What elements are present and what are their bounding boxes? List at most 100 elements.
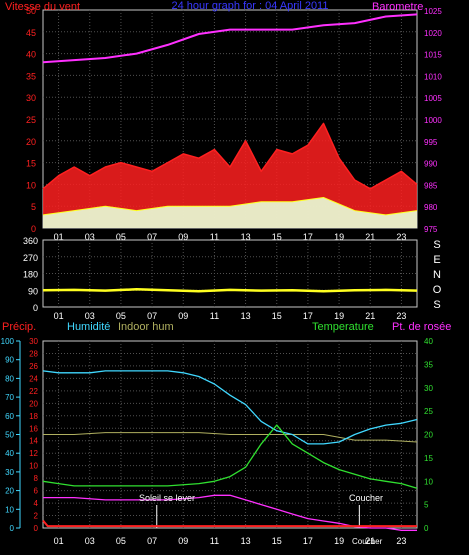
wind-speed-tick: 30: [26, 93, 36, 103]
temp-humidity-hour-ticks: 01 03 05 07 09 11 13 15 17 19 21 23: [54, 536, 407, 546]
sunrise-label: Soleil se lever: [139, 493, 195, 503]
barometer-tick: 1005: [424, 94, 442, 103]
precip-scale-tick: 14: [29, 437, 38, 446]
humidity-scale-tick: 10: [5, 505, 14, 514]
direction-tick: 270: [23, 253, 38, 263]
hour-tick: 01: [54, 311, 64, 321]
hour-tick: 17: [303, 232, 313, 242]
humidity-scale-tick: 50: [5, 431, 14, 440]
hour-tick: 01: [54, 536, 64, 546]
humidity-line: [42, 370, 418, 445]
direction-tick: 180: [23, 270, 38, 280]
temperature-tick: 20: [424, 431, 433, 440]
precip-scale-tick: 26: [29, 362, 38, 371]
direction-tick: 360: [23, 236, 38, 246]
hour-tick: 05: [116, 311, 126, 321]
indoor-hum-label: Indoor hum: [118, 321, 174, 333]
sunset-axis-label: Coucher: [352, 537, 383, 546]
humidity-scale-tick: 80: [5, 374, 14, 383]
barometer-tick: 975: [424, 225, 438, 234]
wind-speed-tick: 45: [26, 28, 36, 38]
humidity-scale-tick: 20: [5, 487, 14, 496]
precip-scale-tick: 10: [29, 462, 38, 471]
wind-speed-tick: 35: [26, 71, 36, 81]
precip-scale-tick: 4: [34, 499, 39, 508]
precip-axis-ticks: 0 10 20 30 40 50 60 70 80 90 100: [1, 337, 21, 533]
hour-tick: 21: [365, 311, 375, 321]
humidity-scale-tick: 70: [5, 393, 14, 402]
precip-scale-tick: 0: [34, 524, 39, 533]
hour-tick: 19: [334, 536, 344, 546]
barometer-tick: 1010: [424, 72, 442, 81]
barometer-tick: 985: [424, 181, 438, 190]
temperature-tick: 10: [424, 477, 433, 486]
precip-scale-tick: 16: [29, 424, 38, 433]
hour-tick: 23: [396, 536, 406, 546]
hour-tick: 13: [241, 536, 251, 546]
hour-tick: 23: [396, 232, 406, 242]
precipitation-line: [42, 519, 417, 528]
wind-speed-axis-ticks: 0 5 10 15 20 25 30 35 40 45 50: [26, 6, 36, 234]
hour-tick: 19: [334, 232, 344, 242]
wind-speed-tick: 40: [26, 50, 36, 60]
hour-tick: 15: [272, 311, 282, 321]
barometer-tick: 1025: [424, 7, 442, 16]
compass-direction-label: O: [433, 284, 442, 296]
sunset-label: Coucher: [349, 493, 383, 503]
wind-pressure-hour-ticks: 01 03 05 07 09 11 13 15 17 19 21 23: [54, 232, 407, 242]
hour-tick: 15: [272, 232, 282, 242]
barometer-axis-label: Barometre: [372, 1, 423, 13]
hour-tick: 11: [210, 536, 219, 546]
humidity-scale-tick: 0: [10, 524, 15, 533]
hour-tick: 21: [365, 536, 375, 546]
indoor-humidity-line: [43, 432, 418, 443]
precip-scale-tick: 24: [29, 374, 38, 383]
chart-title: 24 hour graph for : 04 April 2011: [172, 0, 329, 12]
precip-scale-tick: 28: [29, 349, 38, 358]
temperature-label: Temperature: [312, 321, 374, 333]
dewpoint-label: Pt. de rosée: [392, 321, 451, 333]
direction-tick: 0: [33, 303, 38, 313]
hour-tick: 09: [178, 232, 188, 242]
hour-tick: 07: [147, 232, 157, 242]
temp-humidity-grid: [43, 341, 417, 528]
precip-scale-tick: 12: [29, 449, 38, 458]
barometer-tick: 990: [424, 160, 438, 169]
precip-scale-tick: 30: [29, 337, 38, 346]
hour-tick: 13: [241, 232, 251, 242]
hour-tick: 23: [396, 311, 406, 321]
precip-scale-tick: 20: [29, 399, 38, 408]
temperature-tick: 5: [424, 501, 429, 510]
hour-tick: 17: [303, 311, 313, 321]
barometer-axis-ticks: 975 980 985 990 995 1000 1005 1010 1015 1020 1025: [424, 7, 442, 234]
hour-tick: 05: [116, 536, 126, 546]
wind-gust-line: [42, 122, 418, 190]
compass-direction-label: S: [433, 239, 440, 251]
hour-tick: 11: [210, 311, 219, 321]
barometer-tick: 1015: [424, 51, 442, 60]
humidity-scale-tick: 100: [1, 337, 15, 346]
barometer-tick: 980: [424, 203, 438, 212]
temp-humidity-series: [42, 370, 418, 531]
wind-average-line: [42, 197, 418, 216]
temperature-axis-ticks: 0 5 10 15 20 25 30 35 40: [424, 337, 433, 533]
hour-tick: 19: [334, 311, 344, 321]
humidity-scale-tick: 30: [5, 468, 14, 477]
precip-label: Précip.: [2, 321, 36, 333]
precip-scale-tick: 22: [29, 387, 38, 396]
hour-tick: 09: [178, 311, 188, 321]
humidity-scale-tick: 60: [5, 412, 14, 421]
barometer-tick: 1020: [424, 29, 442, 38]
precip-scale-tick: 8: [34, 474, 39, 483]
wind-speed-tick: 20: [26, 137, 36, 147]
wind-speed-tick: 0: [31, 224, 36, 234]
temperature-tick: 15: [424, 454, 433, 463]
wind-speed-axis-label: Vitesse du vent: [5, 1, 80, 13]
hour-tick: 21: [365, 232, 375, 242]
barometer-tick: 995: [424, 138, 438, 147]
barometer-line: [42, 13, 418, 64]
humidity-label: Humidité: [67, 321, 110, 333]
hour-tick: 15: [272, 536, 282, 546]
